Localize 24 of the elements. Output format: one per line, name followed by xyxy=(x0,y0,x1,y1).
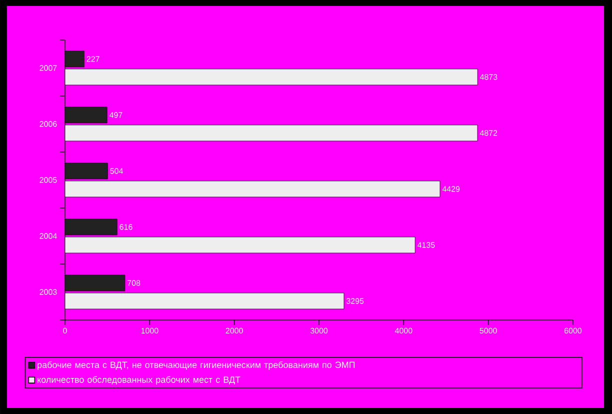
x-tick-label: 4000 xyxy=(394,328,412,334)
x-tick-label: 0 xyxy=(63,328,67,334)
data-label: 4429 xyxy=(442,186,460,192)
data-label: 3295 xyxy=(346,298,364,304)
data-label: 4135 xyxy=(417,242,435,248)
data-label: 227 xyxy=(86,56,100,62)
data-label: 708 xyxy=(128,280,140,286)
data-label: 504 xyxy=(110,168,123,174)
data-label: 497 xyxy=(109,112,122,118)
legend-label: количество обследованных рабочих мест с ВДТ xyxy=(38,376,240,385)
x-tick-label: 1000 xyxy=(141,328,158,334)
x-tick-label: 5000 xyxy=(480,328,497,334)
y-tick-label: 2007 xyxy=(40,65,57,71)
x-tick-label: 2000 xyxy=(226,328,243,334)
y-tick-label: 2006 xyxy=(40,121,57,127)
y-tick-label: 2003 xyxy=(40,289,57,295)
y-tick-label: 2004 xyxy=(40,233,57,239)
y-tick-label: 2005 xyxy=(40,177,57,183)
data-label: 4873 xyxy=(480,74,498,80)
data-label: 616 xyxy=(120,224,132,230)
legend-label: рабочие места с ВДТ, не отвечающие гигиеническим требованиям по ЭМП xyxy=(38,361,355,370)
x-tick-label: 3000 xyxy=(310,328,328,334)
x-tick-label: 6000 xyxy=(564,328,582,334)
data-label: 4872 xyxy=(480,130,498,136)
